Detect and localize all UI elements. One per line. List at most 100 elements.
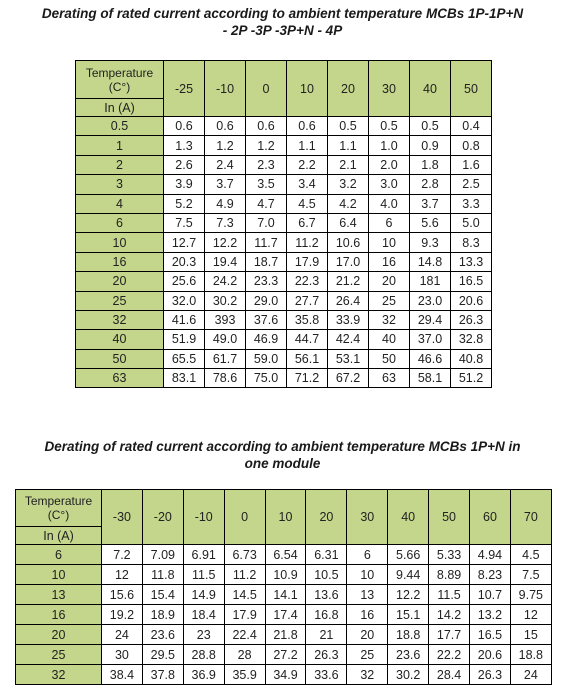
derated-current-cell: 4.9: [204, 193, 246, 214]
derated-current-cell: 14.9: [182, 584, 225, 605]
derated-current-cell: 14.5: [223, 584, 266, 605]
derated-current-cell: 38.4: [101, 664, 143, 685]
temperature-label: Temperature: [24, 494, 93, 508]
derated-current-cell: 21.8: [264, 624, 307, 645]
derated-current-cell: 11.2: [223, 564, 266, 585]
derating-table-mcb-1p-n-one-module: Temperature (C°) -30 -20 -10 0 10 20 30 40 50 60 70 I…: [15, 489, 552, 685]
table1-title-line1: Derating of rated current according to a…: [41, 6, 524, 21]
derated-current-cell: 41.6: [163, 309, 205, 331]
derated-current-cell: 4.7: [245, 193, 287, 214]
derated-current-cell: 6.7: [286, 212, 328, 234]
derated-current-cell: 6.73: [223, 544, 266, 565]
derated-current-cell: 7.2: [101, 544, 143, 565]
derated-current-cell: 12.2: [204, 232, 246, 253]
derated-current-cell: 2.3: [245, 154, 287, 176]
derated-current-cell: 2.4: [204, 154, 246, 176]
temperature-column-header: 0: [245, 60, 287, 117]
derated-current-cell: 40: [368, 329, 410, 350]
derated-current-cell: 7.5: [163, 212, 205, 234]
table1-body: Temperature (C°) -25 -10 0 10 20 30 40 50 In (A) 0.…: [75, 60, 492, 389]
derated-current-cell: 3.2: [327, 174, 369, 195]
derated-current-cell: 28.4: [428, 664, 471, 685]
derated-current-cell: 30: [101, 644, 143, 665]
derated-current-cell: 16: [368, 251, 410, 273]
derated-current-cell: 9.44: [387, 564, 430, 585]
derated-current-cell: 4.5: [509, 544, 552, 565]
derated-current-cell: 1.1: [286, 135, 328, 156]
derated-current-cell: 0.6: [163, 115, 205, 137]
derated-current-cell: 0.9: [409, 135, 451, 156]
derated-current-cell: 5.33: [428, 544, 471, 565]
rated-current-cell: 20: [75, 271, 164, 292]
temperature-column-header: 0: [223, 489, 266, 545]
derated-current-cell: 3.3: [450, 193, 492, 214]
derated-current-cell: 23.6: [141, 624, 184, 645]
derated-current-cell: 2.8: [409, 174, 451, 195]
derated-current-cell: 18.4: [182, 604, 225, 625]
derated-current-cell: 3.7: [409, 193, 451, 214]
rated-current-cell: 0.5: [75, 115, 164, 137]
derated-current-cell: 30.2: [387, 664, 430, 685]
table-row: 16 19.2 18.9 18.4 17.9 17.4 16.8 16 15.1 14.2 13.2…: [15, 604, 552, 625]
table1-title: Derating of rated current according to a…: [0, 5, 565, 39]
derated-current-cell: 2.0: [368, 154, 410, 176]
derated-current-cell: 17.9: [286, 251, 328, 273]
table-row: 3 3.9 3.7 3.5 3.4 3.2 3.0 2.8 2.5: [75, 174, 492, 195]
derated-current-cell: 35.8: [286, 309, 328, 331]
header-row-rated-current: In (A): [75, 98, 492, 117]
derated-current-cell: 0.5: [368, 115, 410, 137]
derated-current-cell: 3.5: [245, 174, 287, 195]
derated-current-cell: 15.4: [141, 584, 184, 605]
derated-current-cell: 13.2: [469, 604, 511, 625]
derated-current-cell: 5.2: [163, 193, 205, 214]
temperature-column-header: -20: [141, 489, 184, 545]
derated-current-cell: 24: [509, 664, 552, 685]
derated-current-cell: 12.2: [387, 584, 430, 605]
derated-current-cell: 6.54: [264, 544, 307, 565]
rated-current-header-cell: In (A): [75, 98, 164, 117]
derated-current-cell: 27.2: [264, 644, 307, 665]
derated-current-cell: 18.9: [141, 604, 184, 625]
rated-current-cell: 4: [75, 193, 164, 214]
derated-current-cell: 25: [368, 290, 410, 311]
table-row: 2 2.6 2.4 2.3 2.2 2.1 2.0 1.8 1.6: [75, 154, 492, 176]
rated-current-cell: 50: [75, 348, 164, 370]
rated-current-cell: 1: [75, 135, 164, 156]
rated-current-cell: 3: [75, 174, 164, 195]
rated-current-cell: 32: [15, 664, 102, 685]
derated-current-cell: 15.6: [101, 584, 143, 605]
temperature-column-header: 10: [286, 60, 328, 117]
table-row: 0.5 0.6 0.6 0.6 0.6 0.5 0.5 0.5 0.4: [75, 115, 492, 137]
derated-current-cell: 32: [346, 664, 389, 685]
derating-table-mcb-multipole: Temperature (C°) -25 -10 0 10 20 30 40 50 In (A) 0.…: [75, 60, 492, 389]
derated-current-cell: 10.6: [327, 232, 369, 253]
derated-current-cell: 36.9: [182, 664, 225, 685]
derated-current-cell: 25: [346, 644, 389, 665]
derated-current-cell: 9.3: [409, 232, 451, 253]
rated-current-cell: 40: [75, 329, 164, 350]
table-row: 10 12.7 12.2 11.7 11.2 10.6 10 9.3 8.3: [75, 232, 492, 253]
derated-current-cell: 35.9: [223, 664, 266, 685]
derated-current-cell: 28: [223, 644, 266, 665]
rated-current-cell: 25: [75, 290, 164, 311]
derated-current-cell: 23.6: [387, 644, 430, 665]
derated-current-cell: 11.2: [286, 232, 328, 253]
derated-current-cell: 6: [346, 544, 389, 565]
derated-current-cell: 22.3: [286, 271, 328, 292]
table-row: 20 25.6 24.2 23.3 22.3 21.2 20 181 16.5: [75, 271, 492, 292]
derated-current-cell: 2.1: [327, 154, 369, 176]
derated-current-cell: 1.3: [163, 135, 205, 156]
temperature-column-header: 30: [368, 60, 410, 117]
rated-current-cell: 20: [15, 624, 102, 645]
rated-current-cell: 16: [75, 251, 164, 273]
derated-current-cell: 26.4: [327, 290, 369, 311]
derated-current-cell: 11.7: [245, 232, 287, 253]
derated-current-cell: 10: [368, 232, 410, 253]
derated-current-cell: 46.6: [409, 348, 451, 370]
derated-current-cell: 12: [101, 564, 143, 585]
derated-current-cell: 33.6: [305, 664, 348, 685]
derated-current-cell: 4.0: [368, 193, 410, 214]
derated-current-cell: 0.5: [327, 115, 369, 137]
derated-current-cell: 53.1: [327, 348, 369, 370]
derated-current-cell: 16: [346, 604, 389, 625]
